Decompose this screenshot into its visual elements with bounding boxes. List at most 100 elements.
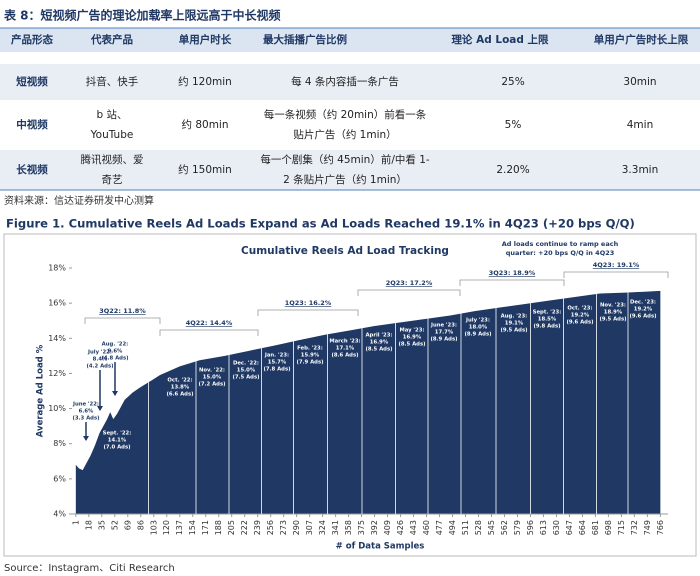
arrow-head xyxy=(112,391,118,396)
month-label: (8.9 Ads) xyxy=(430,337,457,343)
month-label: Jan. '23: xyxy=(264,353,289,359)
month-label: Dec. '23: xyxy=(630,300,656,306)
x-tick-label: 86 xyxy=(136,520,145,530)
x-tick-label: 698 xyxy=(604,520,613,535)
x-tick-label: 273 xyxy=(279,520,288,535)
month-label: 17.1% xyxy=(336,346,355,352)
table-cell: 约 150min xyxy=(178,163,232,176)
callout-label: (4.2 Ads) xyxy=(86,364,113,370)
table-cell: 2 条贴片广告（约 1min） xyxy=(283,173,407,186)
quarter-label: 3Q23: 18.9% xyxy=(489,269,536,277)
table-cell: 约 120min xyxy=(178,75,232,88)
table-cell: 约 80min xyxy=(182,118,229,131)
table-header-cell: 理论 Ad Load 上限 xyxy=(451,33,549,46)
callout-label: 6.6% xyxy=(79,409,94,415)
table-cell: 30min xyxy=(623,76,656,88)
x-tick-label: 154 xyxy=(188,520,197,535)
y-tick-label: 4% xyxy=(53,510,66,519)
y-tick-label: 6% xyxy=(53,474,66,483)
month-label: April '23: xyxy=(365,333,392,339)
month-label: (9.5 Ads) xyxy=(500,328,527,334)
x-tick-label: 443 xyxy=(409,520,418,535)
x-tick-label: 52 xyxy=(110,520,119,530)
table-header-cell: 单用户时长 xyxy=(179,33,232,46)
table-header-cell: 代表产品 xyxy=(90,33,133,46)
source: Source：Instagram、Citi Research xyxy=(4,563,175,574)
x-tick-label: 613 xyxy=(539,520,548,535)
x-tick-label: 290 xyxy=(292,520,301,535)
x-tick-label: 307 xyxy=(305,520,314,535)
x-tick-label: 545 xyxy=(487,520,496,535)
table-cell: 贴片广告（约 1min） xyxy=(293,128,396,141)
month-label: (8.6 Ads) xyxy=(331,353,358,359)
x-tick-label: 1 xyxy=(71,520,80,525)
note: quarter: +20 bps Q/Q in 4Q23 xyxy=(506,249,615,257)
quarter-bracket xyxy=(357,289,461,296)
x-tick-label: 664 xyxy=(578,520,587,535)
x-tick-label: 766 xyxy=(656,520,665,535)
chart-title: Cumulative Reels Ad Load Tracking xyxy=(241,245,449,257)
month-label: June '23: xyxy=(430,323,457,329)
table-cell: 腾讯视频、爱 xyxy=(81,153,144,166)
y-tick-label: 10% xyxy=(48,404,66,413)
note: Ad loads continue to ramp each xyxy=(502,240,619,248)
month-label: (7.8 Ads) xyxy=(263,367,290,373)
callout-label: 9.6% xyxy=(108,349,123,355)
y-tick-label: 16% xyxy=(48,299,66,308)
y-tick-label: 12% xyxy=(48,369,66,378)
quarter-label: 2Q23: 17.2% xyxy=(386,279,433,287)
x-axis-label: # of Data Samples xyxy=(336,542,425,552)
table-source: 资料来源：信达证券研发中心测算 xyxy=(4,194,154,207)
month-label: 18.5% xyxy=(538,317,557,323)
month-label: (8.5 Ads) xyxy=(365,347,392,353)
y-tick-label: 18% xyxy=(48,264,66,273)
quarter-label: 3Q22: 11.8% xyxy=(99,307,146,315)
x-tick-label: 69 xyxy=(123,520,132,530)
quarter-bracket xyxy=(257,309,359,316)
x-tick-label: 494 xyxy=(448,520,457,535)
month-label: May '23: xyxy=(399,328,424,334)
month-label: (6.6 Ads) xyxy=(166,392,193,398)
x-tick-label: 528 xyxy=(474,520,483,535)
x-tick-label: 256 xyxy=(266,520,275,535)
month-label: Feb. '23: xyxy=(297,346,323,352)
x-tick-label: 749 xyxy=(643,520,652,535)
month-label: (9.5 Ads) xyxy=(599,317,626,323)
x-tick-label: 477 xyxy=(435,520,444,535)
x-tick-label: 579 xyxy=(513,520,522,535)
table-cell: 每 4 条内容插一条广告 xyxy=(291,75,399,88)
x-tick-label: 715 xyxy=(617,520,626,535)
x-tick-label: 409 xyxy=(383,520,392,535)
quarter-label: 1Q23: 16.2% xyxy=(285,299,332,307)
month-label: (8.9 Ads) xyxy=(464,332,491,338)
month-label: 15.9% xyxy=(301,353,320,359)
quarter-bracket xyxy=(159,329,259,336)
x-tick-label: 120 xyxy=(162,520,171,535)
month-label: 15.0% xyxy=(237,368,256,374)
x-tick-label: 392 xyxy=(370,520,379,535)
month-label: (9.6 Ads) xyxy=(566,320,593,326)
month-label: 19.2% xyxy=(571,313,590,319)
y-tick-label: 14% xyxy=(48,334,66,343)
table-cell: 奇艺 xyxy=(102,173,123,186)
x-tick-label: 681 xyxy=(591,520,600,535)
month-label: (9.6 Ads) xyxy=(629,314,656,320)
month-label: 19.1% xyxy=(505,321,524,327)
x-tick-label: 171 xyxy=(201,520,210,535)
month-label: 17.7% xyxy=(435,330,454,336)
month-label: 13.8% xyxy=(171,385,190,391)
month-label: March '23: xyxy=(329,339,360,345)
month-label: Sept. '23: xyxy=(533,310,562,316)
x-tick-label: 630 xyxy=(552,520,561,535)
arrow-head xyxy=(83,436,89,441)
month-label: 15.0% xyxy=(203,375,222,381)
table-cell: 抖音、快手 xyxy=(86,75,139,88)
month-label: 15.7% xyxy=(268,360,287,366)
month-label: (7.2 Ads) xyxy=(198,382,225,388)
table-header-cell: 最大插播广告比例 xyxy=(263,33,347,46)
month-label: Nov. '22: xyxy=(199,368,225,374)
month-label: 19.2% xyxy=(634,307,653,313)
table-cell: 5% xyxy=(505,119,522,131)
x-tick-label: 358 xyxy=(344,520,353,535)
